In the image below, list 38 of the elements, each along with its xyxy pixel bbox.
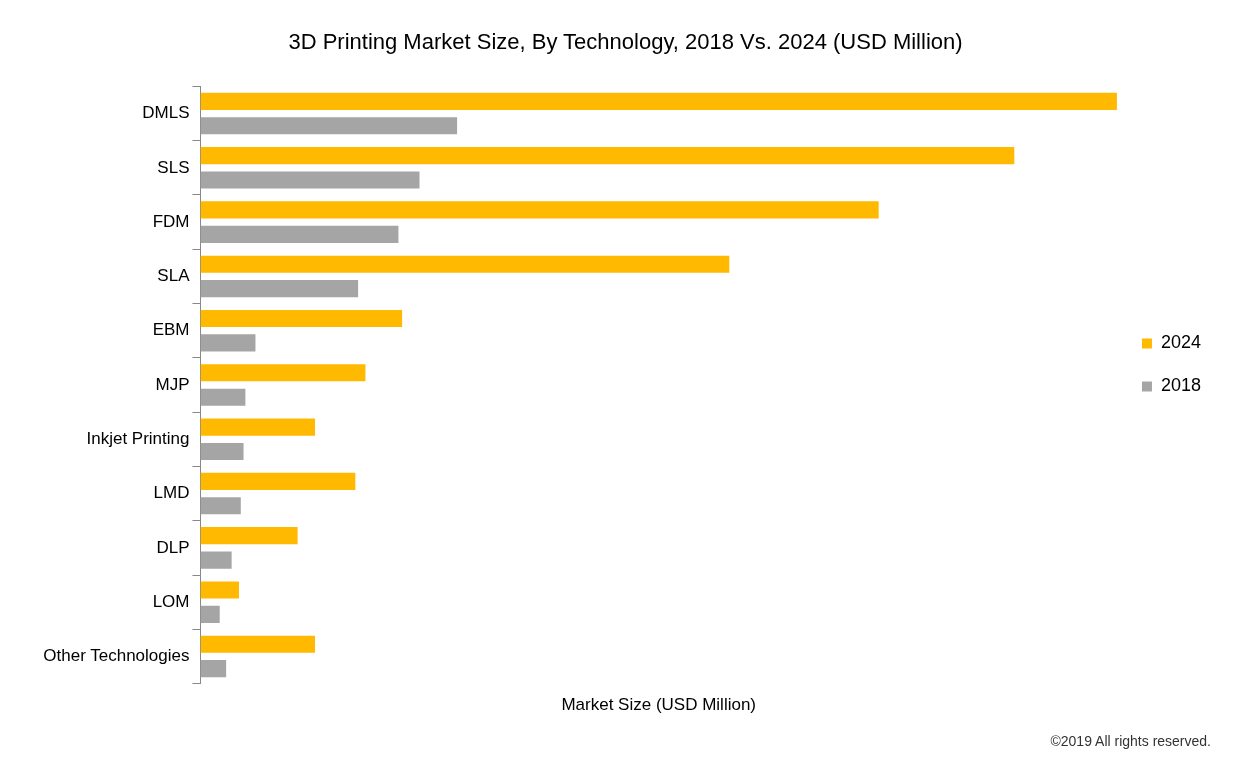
bar: [200, 497, 241, 515]
bar: [200, 201, 879, 219]
bar: [200, 388, 246, 406]
y-tick-label: EBM: [152, 320, 190, 340]
bar: [200, 117, 458, 135]
y-tick-label: MJP: [155, 374, 190, 394]
bar: [200, 527, 298, 545]
bar: [200, 225, 399, 243]
bar: [200, 280, 359, 298]
y-tick-label: DMLS: [142, 103, 190, 123]
x-axis-title: Market Size (USD Million): [561, 695, 757, 715]
legend-label: 2024: [1160, 332, 1201, 353]
bar: [200, 551, 232, 569]
bar: [200, 472, 356, 490]
bar: [200, 442, 244, 461]
bar: [200, 171, 420, 189]
y-tick-label: SLA: [157, 266, 191, 286]
bar: [200, 255, 730, 273]
y-tick-label: SLS: [157, 157, 190, 177]
y-tick-label: LMD: [153, 483, 190, 503]
y-tick-label: FDM: [152, 211, 190, 231]
bar: [200, 334, 256, 352]
bar: [200, 660, 227, 678]
bar: [200, 418, 316, 436]
text: ©2019 All rights reserved.: [1050, 733, 1211, 749]
chart-title: 3D Printing Market Size, By Technology, 2018 Vs. 2024 (USD Million): [288, 29, 963, 55]
y-tick-label: DLP: [156, 537, 190, 557]
bar: [200, 309, 403, 328]
bar: [200, 605, 220, 623]
bar: [200, 147, 1015, 165]
bar: [200, 364, 366, 382]
bar: [200, 635, 316, 653]
y-tick-label: Inkjet Printing: [86, 428, 190, 448]
y-tick-label: Other Technologies: [43, 646, 190, 666]
bar: [200, 92, 1117, 110]
legend-label: 2018: [1160, 375, 1201, 396]
bar: [200, 581, 239, 599]
y-tick-label: LOM: [152, 591, 190, 611]
